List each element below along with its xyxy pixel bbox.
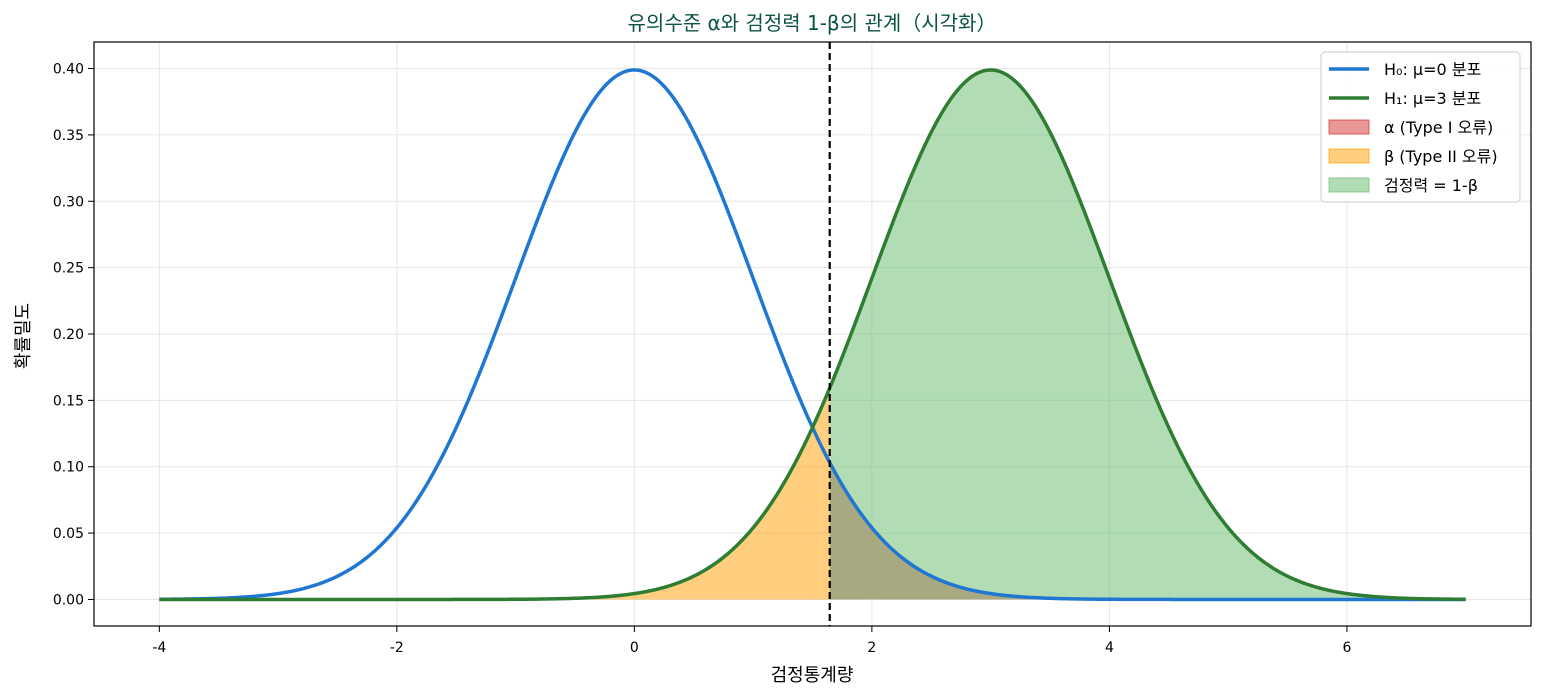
legend-label: α (Type I 오류) xyxy=(1384,118,1493,137)
chart-title: 유의수준 α와 검정력 1-β의 관계（시각화） xyxy=(628,11,997,35)
legend-label: 검정력 = 1-β xyxy=(1384,176,1478,195)
legend-label: H₁: μ=3 분포 xyxy=(1384,89,1481,108)
series-line xyxy=(159,68,1466,602)
y-tick-label: 0.20 xyxy=(53,327,84,343)
legend-swatch-patch xyxy=(1328,148,1370,164)
legend-label: β (Type II 오류) xyxy=(1384,147,1498,166)
series-lines xyxy=(159,42,1466,626)
y-tick-label: 0.15 xyxy=(53,393,84,409)
x-tick-label: -2 xyxy=(390,640,404,656)
y-tick-label: 0.30 xyxy=(53,194,84,210)
legend-label: H₀: μ=0 분포 xyxy=(1384,60,1481,79)
legend-swatch-patch xyxy=(1328,177,1370,193)
x-axis-label: 검정통계량 xyxy=(771,665,854,686)
fill-region xyxy=(159,388,830,600)
ticks: -4 -2 0 2 4 6 0.00 0.05 0.10 0.15 0.20 0.25 0.30 0.35… xyxy=(53,62,1352,656)
y-tick-label: 0.10 xyxy=(53,460,84,476)
x-tick-label: 0 xyxy=(630,640,639,656)
y-tick-label: 0.00 xyxy=(53,592,84,608)
y-tick-label: 0.40 xyxy=(53,62,84,78)
grid xyxy=(94,42,1531,626)
x-tick-label: -4 xyxy=(152,640,166,656)
y-tick-label: 0.35 xyxy=(53,128,84,144)
y-tick-label: 0.05 xyxy=(53,526,84,542)
legend: H₀: μ=0 분포 H₁: μ=3 분포 α (Type I 오류) β (Type… xyxy=(1320,51,1521,203)
legend-swatch-patch xyxy=(1328,119,1370,135)
x-tick-label: 2 xyxy=(867,640,876,656)
y-axis-label: 확률밀도 xyxy=(13,303,34,369)
legend-frame xyxy=(1320,51,1521,203)
x-tick-label: 4 xyxy=(1105,640,1114,656)
x-tick-label: 6 xyxy=(1342,640,1351,656)
fill-regions xyxy=(159,69,1466,600)
fill-region xyxy=(829,69,1466,600)
y-tick-label: 0.25 xyxy=(53,261,84,277)
